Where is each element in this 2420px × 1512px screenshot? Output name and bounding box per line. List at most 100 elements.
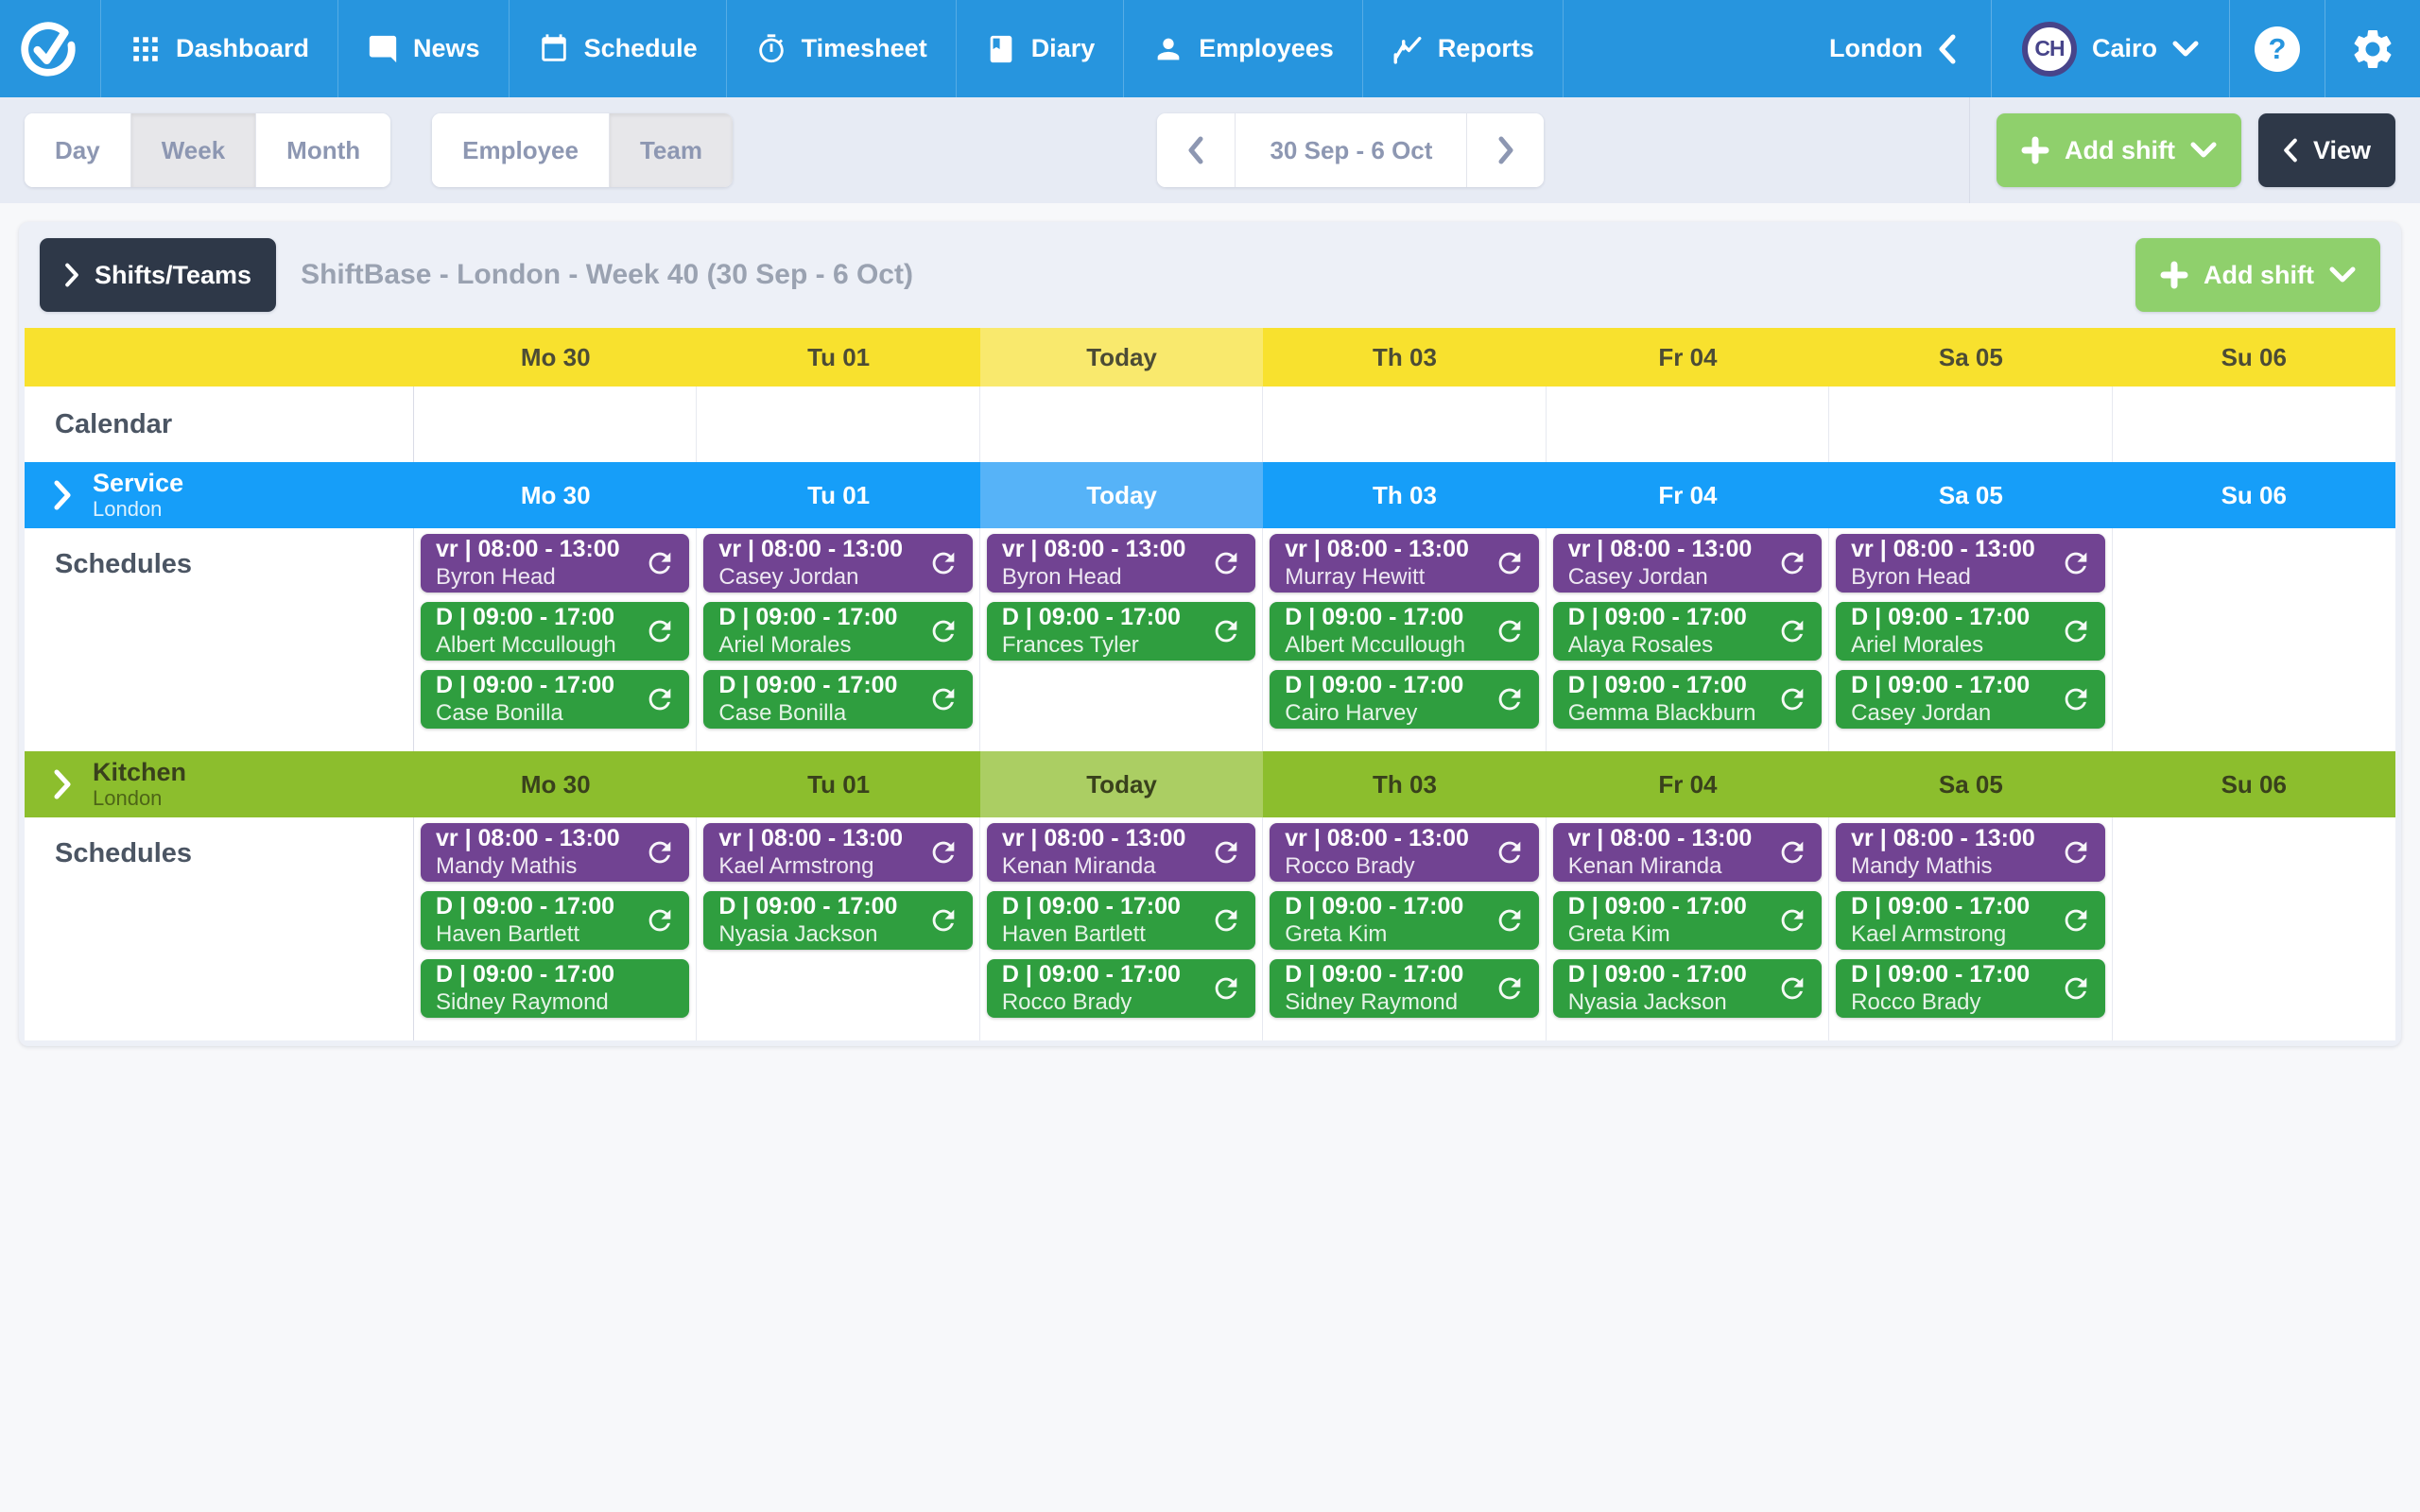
shift-chip[interactable]: D | 09:00 - 17:00 Rocco Brady	[1836, 959, 2105, 1018]
refresh-icon[interactable]	[2052, 904, 2092, 936]
shift-chip[interactable]: vr | 08:00 - 13:00 Casey Jordan	[1552, 534, 1823, 593]
nav-item-employees[interactable]: Employees	[1123, 0, 1362, 97]
refresh-icon[interactable]	[920, 615, 959, 647]
shift-chip[interactable]: D | 09:00 - 17:00 Frances Tyler	[986, 602, 1256, 661]
refresh-icon[interactable]	[1769, 972, 1808, 1005]
refresh-icon[interactable]	[1202, 547, 1242, 579]
shift-chip[interactable]: D | 09:00 - 17:00 Alaya Rosales	[1552, 602, 1823, 661]
refresh-icon[interactable]	[1769, 683, 1808, 715]
shift-chip[interactable]: vr | 08:00 - 13:00 Kenan Miranda	[1552, 823, 1823, 882]
view-button[interactable]: View	[2257, 113, 2395, 187]
refresh-icon[interactable]	[1202, 904, 1242, 936]
schedule-day-cell[interactable]: vr | 08:00 - 13:00 Murray Hewitt D | 09:00…	[1263, 528, 1547, 751]
calendar-cell[interactable]	[697, 387, 980, 462]
refresh-icon[interactable]	[920, 904, 959, 936]
schedule-day-cell[interactable]: vr | 08:00 - 13:00 Mandy Mathis D | 09:00 …	[1829, 817, 2113, 1040]
section-toggle-kitchen[interactable]: Kitchen London	[25, 751, 414, 817]
calendar-cell[interactable]	[1547, 387, 1830, 462]
shift-chip[interactable]: D | 09:00 - 17:00 Nyasia Jackson	[1552, 959, 1823, 1018]
calendar-cell[interactable]	[1829, 387, 2113, 462]
schedule-day-cell[interactable]: vr | 08:00 - 13:00 Kenan Miranda D | 09:00…	[1547, 817, 1830, 1040]
shiftbase-logo-icon[interactable]	[0, 0, 100, 97]
refresh-icon[interactable]	[1202, 836, 1242, 868]
refresh-icon[interactable]	[636, 683, 676, 715]
refresh-icon[interactable]	[636, 836, 676, 868]
refresh-icon[interactable]	[636, 615, 676, 647]
refresh-icon[interactable]	[920, 836, 959, 868]
shift-chip[interactable]: vr | 08:00 - 13:00 Casey Jordan	[703, 534, 973, 593]
add-shift-button-panel[interactable]: Add shift	[2135, 238, 2380, 312]
nav-item-diary[interactable]: Diary	[955, 0, 1124, 97]
refresh-icon[interactable]	[1486, 547, 1526, 579]
group-mode-team[interactable]: Team	[608, 113, 733, 187]
view-mode-day[interactable]: Day	[25, 113, 130, 187]
refresh-icon[interactable]	[2052, 615, 2092, 647]
shift-chip[interactable]: D | 09:00 - 17:00 Albert Mccullough	[1270, 602, 1539, 661]
calendar-cell[interactable]	[414, 387, 698, 462]
shift-chip[interactable]: vr | 08:00 - 13:00 Murray Hewitt	[1270, 534, 1539, 593]
view-mode-week[interactable]: Week	[130, 113, 256, 187]
nav-item-dashboard[interactable]: Dashboard	[100, 0, 337, 97]
shift-chip[interactable]: vr | 08:00 - 13:00 Rocco Brady	[1270, 823, 1539, 882]
shift-chip[interactable]: D | 09:00 - 17:00 Albert Mccullough	[421, 602, 690, 661]
add-shift-button[interactable]: Add shift	[1996, 113, 2241, 187]
shift-chip[interactable]: D | 09:00 - 17:00 Ariel Morales	[703, 602, 973, 661]
nav-item-news[interactable]: News	[337, 0, 509, 97]
calendar-cell[interactable]	[980, 387, 1264, 462]
help-button[interactable]: ?	[2230, 0, 2325, 97]
refresh-icon[interactable]	[2052, 836, 2092, 868]
shift-chip[interactable]: vr | 08:00 - 13:00 Byron Head	[1836, 534, 2105, 593]
shift-chip[interactable]: D | 09:00 - 17:00 Sidney Raymond	[1270, 959, 1539, 1018]
refresh-icon[interactable]	[920, 547, 959, 579]
schedule-day-cell[interactable]	[2113, 528, 2395, 751]
shift-chip[interactable]: D | 09:00 - 17:00 Kael Armstrong	[1836, 891, 2105, 950]
schedule-day-cell[interactable]	[2113, 817, 2395, 1040]
location-switcher[interactable]: London	[1795, 0, 1991, 97]
calendar-cell[interactable]	[2113, 387, 2395, 462]
nav-item-reports[interactable]: Reports	[1361, 0, 1564, 97]
shift-chip[interactable]: D | 09:00 - 17:00 Nyasia Jackson	[703, 891, 973, 950]
shift-chip[interactable]: D | 09:00 - 17:00 Greta Kim	[1270, 891, 1539, 950]
refresh-icon[interactable]	[1486, 836, 1526, 868]
shift-chip[interactable]: D | 09:00 - 17:00 Case Bonilla	[421, 670, 690, 729]
schedule-day-cell[interactable]: vr | 08:00 - 13:00 Kenan Miranda D | 09:00…	[980, 817, 1264, 1040]
shift-chip[interactable]: vr | 08:00 - 13:00 Kael Armstrong	[703, 823, 973, 882]
schedule-day-cell[interactable]: vr | 08:00 - 13:00 Casey Jordan D | 09:00 …	[697, 528, 980, 751]
nav-item-schedule[interactable]: Schedule	[508, 0, 726, 97]
user-menu[interactable]: CH Cairo	[1992, 0, 2229, 97]
refresh-icon[interactable]	[1202, 615, 1242, 647]
refresh-icon[interactable]	[1769, 615, 1808, 647]
refresh-icon[interactable]	[2052, 547, 2092, 579]
shift-chip[interactable]: vr | 08:00 - 13:00 Byron Head	[421, 534, 690, 593]
refresh-icon[interactable]	[1769, 547, 1808, 579]
refresh-icon[interactable]	[1202, 972, 1242, 1005]
refresh-icon[interactable]	[636, 547, 676, 579]
shift-chip[interactable]: D | 09:00 - 17:00 Casey Jordan	[1836, 670, 2105, 729]
prev-week-button[interactable]	[1157, 113, 1236, 187]
schedule-day-cell[interactable]: vr | 08:00 - 13:00 Casey Jordan D | 09:00 …	[1547, 528, 1830, 751]
shift-chip[interactable]: D | 09:00 - 17:00 Case Bonilla	[703, 670, 973, 729]
shift-chip[interactable]: D | 09:00 - 17:00 Gemma Blackburn	[1552, 670, 1823, 729]
schedule-day-cell[interactable]: vr | 08:00 - 13:00 Byron Head D | 09:00 - …	[1829, 528, 2113, 751]
shift-chip[interactable]: D | 09:00 - 17:00 Cairo Harvey	[1270, 670, 1539, 729]
refresh-icon[interactable]	[1769, 904, 1808, 936]
schedule-day-cell[interactable]: vr | 08:00 - 13:00 Byron Head D | 09:00 - …	[980, 528, 1264, 751]
nav-item-timesheet[interactable]: Timesheet	[725, 0, 956, 97]
refresh-icon[interactable]	[1486, 972, 1526, 1005]
view-mode-month[interactable]: Month	[255, 113, 391, 187]
refresh-icon[interactable]	[2052, 683, 2092, 715]
calendar-cell[interactable]	[1263, 387, 1547, 462]
shift-chip[interactable]: vr | 08:00 - 13:00 Byron Head	[986, 534, 1256, 593]
refresh-icon[interactable]	[920, 683, 959, 715]
schedule-day-cell[interactable]: vr | 08:00 - 13:00 Byron Head D | 09:00 - …	[414, 528, 698, 751]
next-week-button[interactable]	[1466, 113, 1545, 187]
shift-chip[interactable]: D | 09:00 - 17:00 Haven Bartlett	[421, 891, 690, 950]
group-mode-employee[interactable]: Employee	[432, 113, 609, 187]
shifts-teams-button[interactable]: Shifts/Teams	[40, 238, 277, 312]
refresh-icon[interactable]	[636, 904, 676, 936]
refresh-icon[interactable]	[1486, 615, 1526, 647]
refresh-icon[interactable]	[1486, 683, 1526, 715]
shift-chip[interactable]: vr | 08:00 - 13:00 Kenan Miranda	[986, 823, 1256, 882]
schedule-day-cell[interactable]: vr | 08:00 - 13:00 Mandy Mathis D | 09:00 …	[414, 817, 698, 1040]
shift-chip[interactable]: vr | 08:00 - 13:00 Mandy Mathis	[1836, 823, 2105, 882]
